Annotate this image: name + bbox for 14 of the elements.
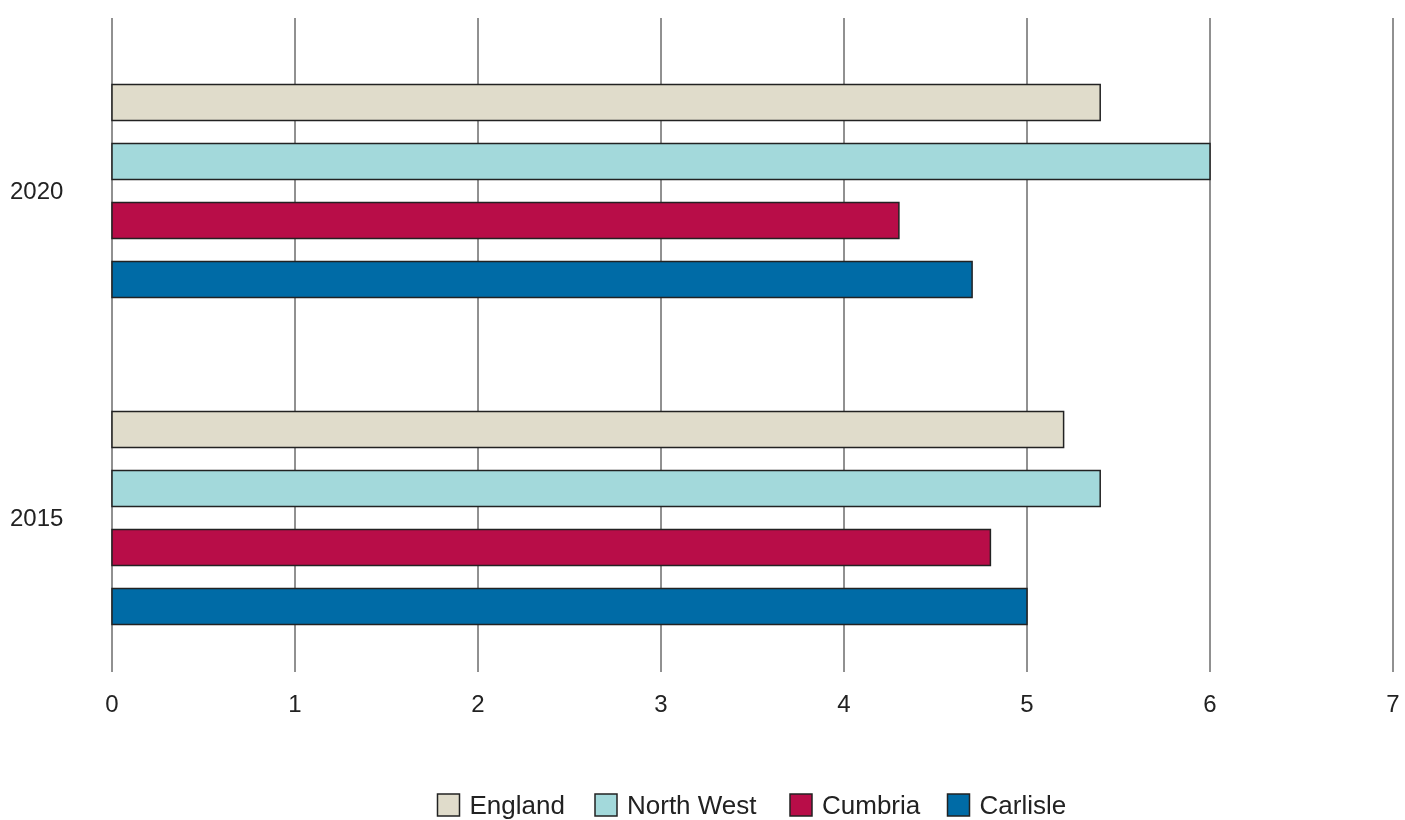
- x-tick-label: 7: [1386, 690, 1400, 717]
- legend-label: Cumbria: [822, 790, 921, 820]
- x-tick-label: 4: [837, 690, 851, 717]
- legend-label: North West: [627, 790, 758, 820]
- legend-label: England: [469, 790, 565, 820]
- x-tick-label: 1: [288, 690, 302, 717]
- x-tick-label: 2: [471, 690, 485, 717]
- x-tick-label: 0: [105, 690, 119, 717]
- x-tick-label: 5: [1020, 690, 1034, 717]
- x-tick-label: 3: [654, 690, 668, 717]
- legend-label: Carlisle: [979, 790, 1067, 820]
- x-tick-label: 6: [1203, 690, 1217, 717]
- y-tick-label: 2015: [10, 504, 64, 531]
- y-tick-label: 2020: [10, 177, 64, 204]
